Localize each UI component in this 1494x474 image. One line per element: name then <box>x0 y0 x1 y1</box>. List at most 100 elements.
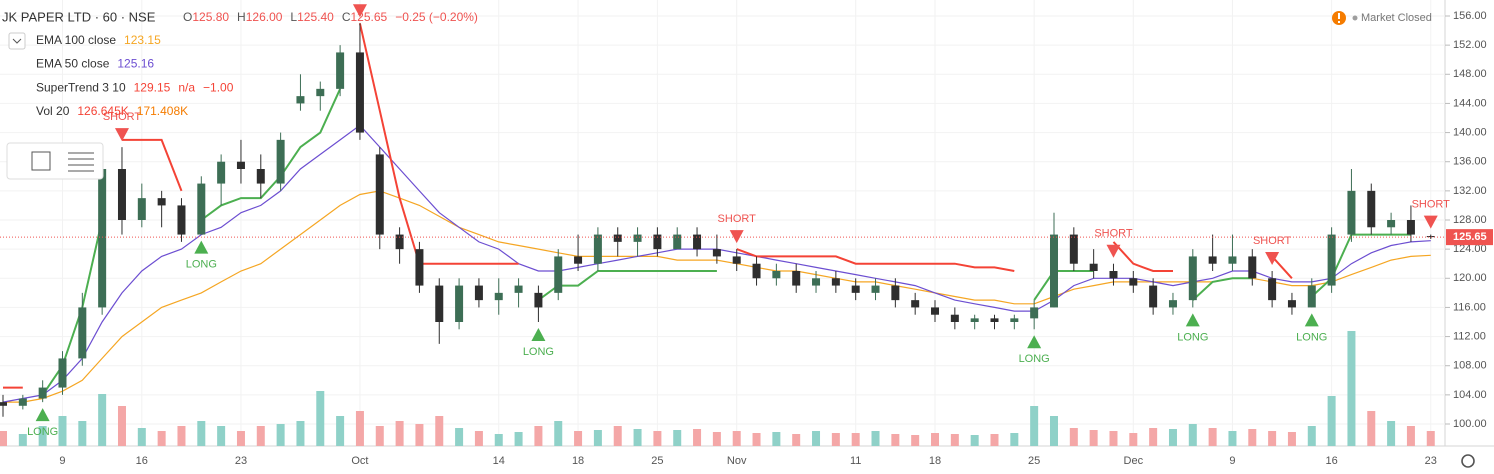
candle-body <box>950 314 959 322</box>
volume-bar <box>772 432 781 446</box>
signal-label: LONG <box>27 426 58 438</box>
candle-body <box>1010 318 1019 322</box>
candle-body <box>395 234 404 250</box>
ohlc-label: C <box>342 10 351 24</box>
ohlc-value: 125.40 <box>297 10 334 24</box>
change: −0.25 (−0.20%) <box>395 10 478 24</box>
volume-bar <box>970 435 979 446</box>
candle-body <box>633 234 642 242</box>
volume-bar <box>732 431 741 446</box>
candle-body <box>78 307 87 359</box>
candle-body <box>653 234 662 250</box>
volume-bar <box>851 433 860 446</box>
x-tick-label: 9 <box>59 455 65 467</box>
last-price-label: 125.65 <box>1453 231 1487 243</box>
candle-body <box>554 256 563 293</box>
candle-body <box>1109 271 1118 279</box>
volume-bar <box>217 426 226 446</box>
rectangle-tool[interactable] <box>31 151 51 171</box>
x-tick-label: 18 <box>929 455 941 467</box>
signal-label: LONG <box>1296 331 1327 343</box>
settings-icon[interactable] <box>1461 454 1475 468</box>
volume-bar <box>1129 433 1138 446</box>
signal-label: SHORT <box>1412 198 1451 210</box>
volume-bar <box>494 434 503 446</box>
candle-body <box>157 198 166 206</box>
settings-tool[interactable] <box>68 152 94 172</box>
candle-body <box>1307 285 1316 308</box>
candle-body <box>1149 285 1158 308</box>
volume-bar <box>1327 396 1336 446</box>
volume-bar <box>1307 426 1316 446</box>
long-signal <box>1304 313 1319 327</box>
x-tick-label: 11 <box>850 455 861 467</box>
overlay: JK PAPER LTD · 60 · NSE O125.80 H126.00 L1… <box>2 9 1493 468</box>
x-tick-label: 14 <box>493 455 505 467</box>
y-tick-label: 120.00 <box>1453 272 1487 284</box>
plot-area: LONG SHORT LONG SHORT LONG SHORT LONG SHORT LONG… <box>0 0 1450 446</box>
candle-body <box>970 318 979 322</box>
candle-body <box>732 256 741 264</box>
candle-body <box>792 271 801 286</box>
volume-bar <box>1049 416 1058 446</box>
candle-body <box>474 285 483 301</box>
signal-label: LONG <box>1177 331 1208 343</box>
volume-bar <box>1387 421 1396 446</box>
legend-row: EMA 50 close 125.16 <box>36 57 154 71</box>
x-tick-label: 16 <box>1325 455 1337 467</box>
volume-bar <box>256 426 265 446</box>
legend-name: SuperTrend 3 10 <box>36 81 126 95</box>
volume-bar <box>831 433 840 446</box>
volume-bar <box>435 416 444 446</box>
candle-body <box>673 234 682 250</box>
drawing-toolbar <box>6 142 104 180</box>
collapse-button[interactable] <box>8 32 26 50</box>
short-signal <box>1106 244 1121 258</box>
volume-bar <box>1168 429 1177 446</box>
legend-value: 126.645K <box>77 104 128 118</box>
volume-bar <box>474 431 483 446</box>
candle-body <box>871 285 880 293</box>
status-dot <box>1352 15 1358 21</box>
candle-body <box>534 292 543 308</box>
volume-bar <box>812 431 821 446</box>
volume-bar <box>1367 411 1376 446</box>
volume-bar <box>296 421 305 446</box>
ohlc-label: L <box>290 10 297 24</box>
legend-value: 129.15 <box>134 81 171 95</box>
candle-body <box>217 161 226 184</box>
candle-body <box>38 387 47 399</box>
volume-bar <box>1109 431 1118 446</box>
volume-bar <box>911 435 920 446</box>
long-signal <box>35 408 50 422</box>
ohlc-value: 125.80 <box>192 10 229 24</box>
y-tick-label: 124.00 <box>1453 243 1487 255</box>
candle-body <box>355 52 364 133</box>
volume-bar <box>455 428 464 446</box>
ohlc-value: 126.00 <box>246 10 283 24</box>
x-tick-label: 18 <box>572 455 584 467</box>
legend-value: n/a <box>178 81 195 95</box>
candle-body <box>98 169 107 308</box>
volume-bar <box>336 416 345 446</box>
volume-bar <box>375 426 384 446</box>
candle-body <box>1228 256 1237 264</box>
x-tick-label: 25 <box>651 455 663 467</box>
y-tick-label: 116.00 <box>1453 301 1486 313</box>
signal-label: SHORT <box>1094 228 1133 240</box>
candle-body <box>851 285 860 293</box>
candle-body <box>1287 300 1296 308</box>
volume-bar <box>1089 430 1098 446</box>
volume-bar <box>18 434 27 446</box>
y-tick-label: 100.00 <box>1453 418 1487 430</box>
y-tick-label: 152.00 <box>1453 39 1487 51</box>
volume-bar <box>1287 432 1296 446</box>
candle-body <box>812 278 821 286</box>
candle-body <box>18 398 27 406</box>
candle-body <box>276 139 285 184</box>
short-signal <box>1423 215 1438 229</box>
x-tick-label: 25 <box>1028 455 1040 467</box>
volume-bar <box>1030 406 1039 446</box>
volume-bar <box>78 421 87 446</box>
ohlc-values: O125.80 H126.00 L125.40 C125.65 −0.25 (−0.20… <box>183 10 478 24</box>
